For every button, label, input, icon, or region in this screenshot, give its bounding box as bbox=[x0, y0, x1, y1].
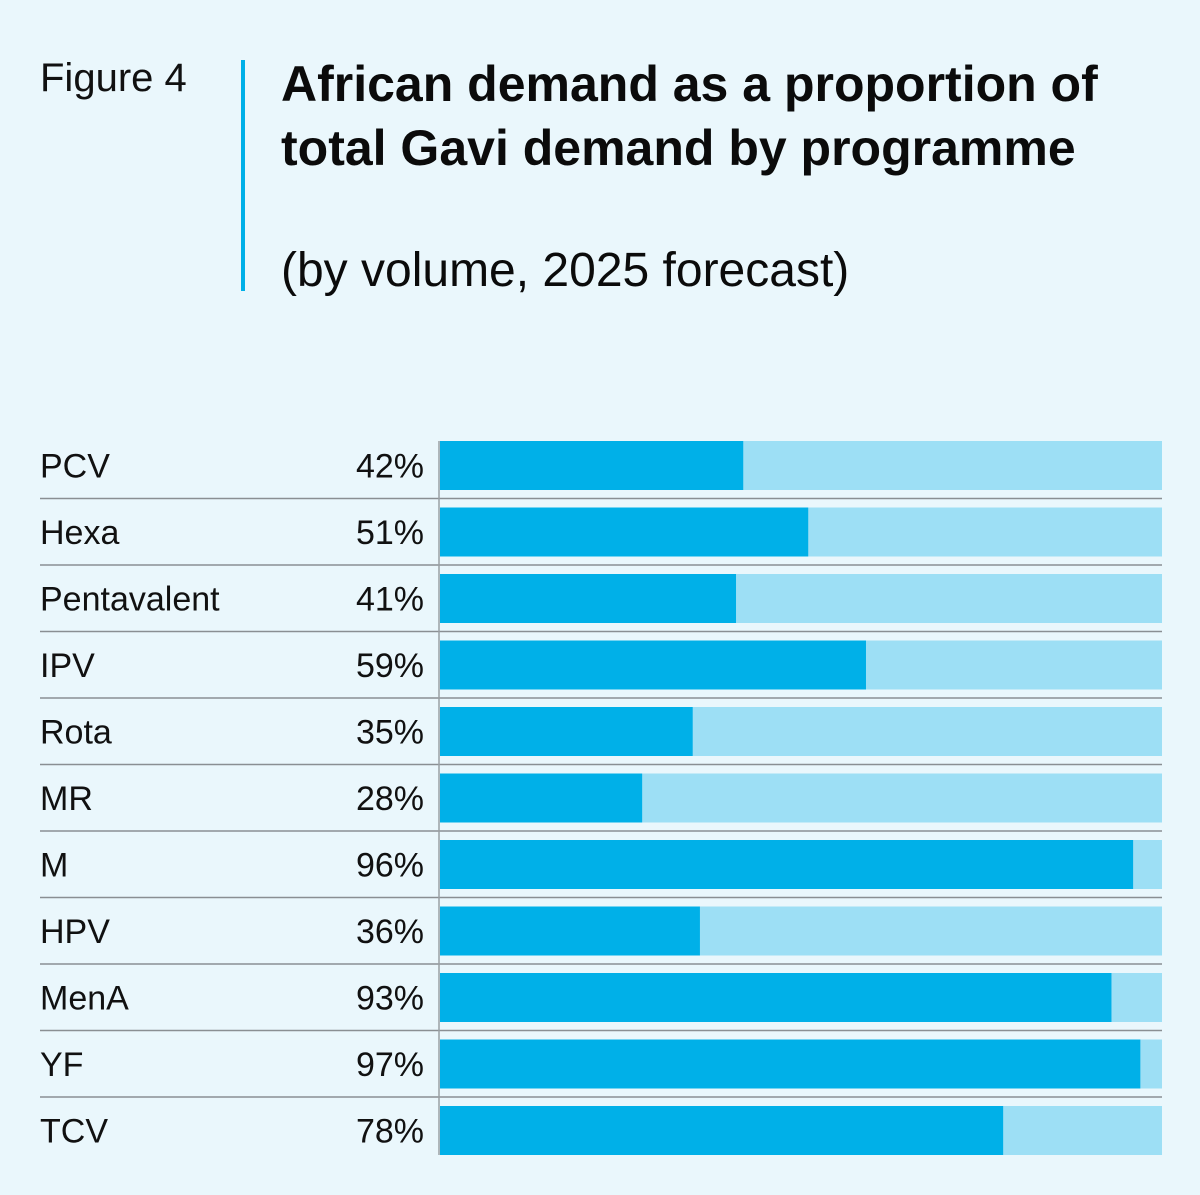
title-accent-rule bbox=[241, 60, 245, 291]
chart-subtitle: (by volume, 2025 forecast) bbox=[281, 244, 850, 297]
value-label: 35% bbox=[356, 714, 424, 752]
bar-yf bbox=[440, 1039, 1141, 1089]
value-label: 97% bbox=[356, 1046, 424, 1084]
bar-mr bbox=[440, 773, 643, 823]
category-label: MR bbox=[40, 780, 93, 818]
bar-m bbox=[440, 840, 1134, 889]
value-label: 42% bbox=[356, 448, 424, 486]
category-label: Rota bbox=[40, 714, 112, 752]
category-label: MenA bbox=[40, 980, 129, 1018]
bar-mena bbox=[440, 973, 1112, 1022]
bar-pentavalent bbox=[440, 574, 737, 623]
value-label: 36% bbox=[356, 913, 424, 951]
value-label: 78% bbox=[356, 1113, 424, 1151]
value-label: 59% bbox=[356, 647, 424, 685]
value-label: 96% bbox=[356, 847, 424, 885]
category-label: HPV bbox=[40, 913, 110, 951]
bar-pcv bbox=[440, 441, 744, 490]
value-label: 41% bbox=[356, 581, 424, 619]
bar-tcv bbox=[440, 1106, 1004, 1155]
category-label: TCV bbox=[40, 1113, 108, 1151]
category-label: PCV bbox=[40, 448, 110, 486]
bar-hpv bbox=[440, 906, 700, 956]
category-label: Hexa bbox=[40, 514, 119, 552]
figure-label: Figure 4 bbox=[40, 56, 187, 100]
category-label: M bbox=[40, 847, 68, 885]
category-label: YF bbox=[40, 1046, 83, 1084]
bar-ipv bbox=[440, 640, 866, 690]
category-label: IPV bbox=[40, 647, 95, 685]
bar-rota bbox=[440, 707, 693, 756]
value-label: 51% bbox=[356, 514, 424, 552]
value-label: 28% bbox=[356, 780, 424, 818]
value-label: 93% bbox=[356, 980, 424, 1018]
bar-hexa bbox=[440, 507, 809, 557]
chart-title: African demand as a proportion of total … bbox=[281, 56, 1098, 176]
category-label: Pentavalent bbox=[40, 581, 220, 619]
